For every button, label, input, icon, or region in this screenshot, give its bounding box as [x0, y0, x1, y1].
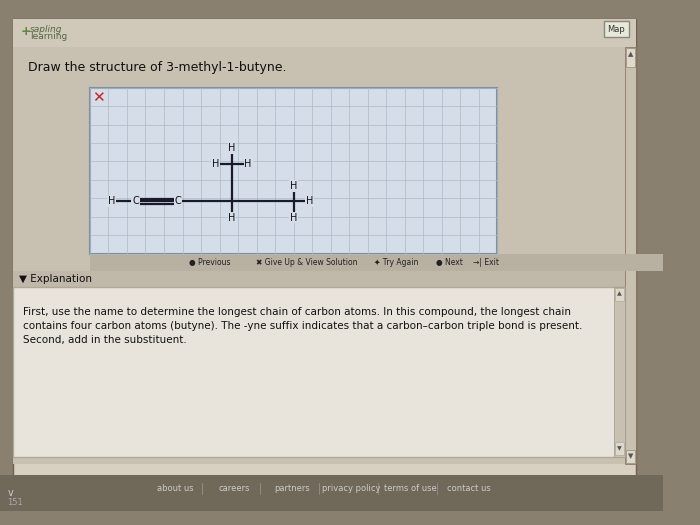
Bar	[13, 47, 625, 464]
Bar	[604, 22, 629, 37]
Bar	[626, 449, 636, 463]
Text: C: C	[132, 196, 139, 206]
Text: ● Previous: ● Previous	[190, 258, 231, 267]
Bar	[13, 19, 636, 47]
Bar	[90, 255, 687, 271]
Text: ● Next: ● Next	[435, 258, 463, 267]
Text: careers: careers	[218, 484, 250, 493]
Text: Draw the structure of 3-methyl-1-butyne.: Draw the structure of 3-methyl-1-butyne.	[29, 61, 287, 75]
Text: ▼: ▼	[628, 453, 634, 459]
Text: terms of use: terms of use	[384, 484, 436, 493]
Bar	[625, 47, 636, 464]
Text: H: H	[228, 213, 236, 223]
Bar	[13, 271, 625, 287]
Text: learning: learning	[30, 32, 68, 41]
Text: H: H	[306, 196, 314, 206]
Text: sapling: sapling	[30, 25, 63, 34]
Bar	[614, 287, 625, 457]
Text: partners: partners	[274, 484, 311, 493]
Text: H: H	[228, 143, 236, 153]
Text: +: +	[21, 25, 32, 38]
Text: contact us: contact us	[447, 484, 491, 493]
Text: H: H	[212, 159, 220, 169]
Bar	[0, 475, 663, 511]
Text: about us: about us	[157, 484, 193, 493]
Text: ▲: ▲	[617, 292, 622, 297]
Text: 151: 151	[8, 498, 23, 507]
Text: First, use the name to determine the longest chain of carbon atoms. In this comp: First, use the name to determine the lon…	[22, 308, 582, 345]
Text: ✦ Try Again: ✦ Try Again	[374, 258, 419, 267]
Text: H: H	[244, 159, 252, 169]
Text: ▼: ▼	[617, 446, 622, 451]
Bar	[13, 287, 625, 457]
Text: ✖ Give Up & View Solution: ✖ Give Up & View Solution	[256, 258, 357, 267]
Text: v: v	[8, 488, 13, 498]
Bar	[615, 442, 624, 455]
Text: H: H	[108, 196, 116, 206]
Text: privacy policy: privacy policy	[322, 484, 381, 493]
Text: ▼ Explanation: ▼ Explanation	[19, 274, 92, 284]
Text: Map: Map	[608, 25, 625, 34]
Text: H: H	[290, 213, 298, 223]
Text: →| Exit: →| Exit	[473, 258, 500, 267]
Bar	[626, 48, 636, 67]
Text: C: C	[175, 196, 181, 206]
Text: H: H	[290, 181, 298, 191]
Bar	[90, 88, 497, 254]
Text: ✕: ✕	[92, 90, 104, 104]
Bar	[615, 288, 624, 301]
Text: ▲: ▲	[628, 51, 634, 57]
